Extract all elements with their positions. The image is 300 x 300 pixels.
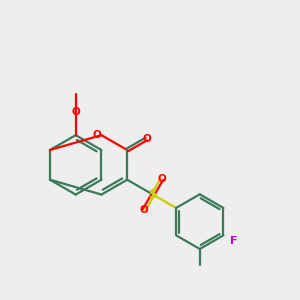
Text: O: O: [140, 205, 148, 215]
Text: S: S: [148, 188, 158, 201]
Text: F: F: [230, 236, 238, 246]
Text: O: O: [71, 107, 80, 117]
Text: O: O: [142, 134, 151, 144]
Text: O: O: [158, 174, 166, 184]
Text: O: O: [93, 130, 101, 140]
